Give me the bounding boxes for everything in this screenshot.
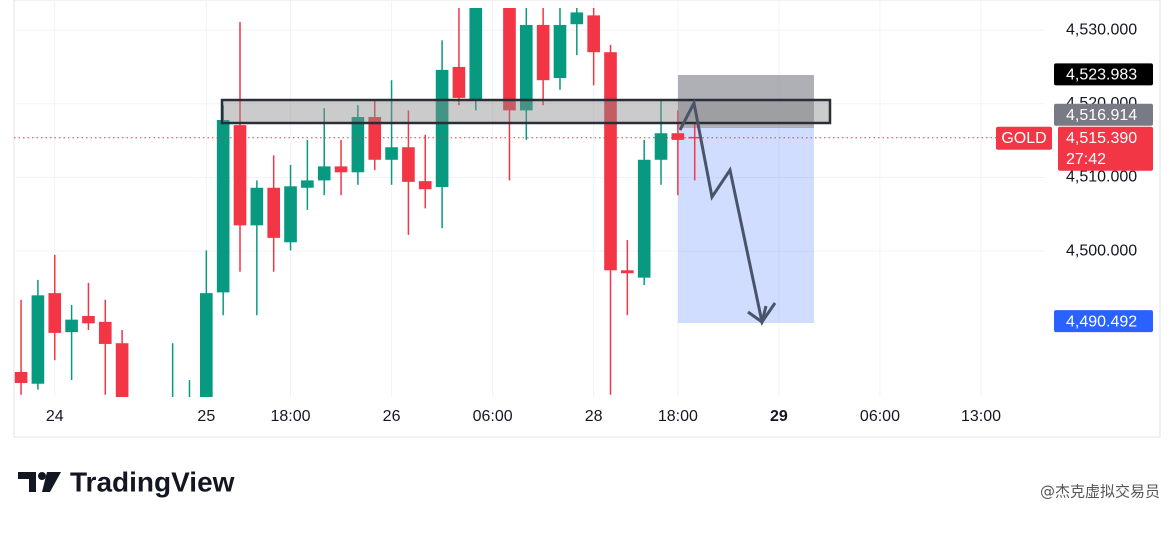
x-tick-label: 26 [383, 408, 401, 425]
position-stop-zone [678, 128, 814, 323]
candle-body [604, 52, 617, 271]
x-tick-label: 28 [585, 408, 603, 425]
symbol-label: GOLD [1001, 130, 1046, 147]
y-tick-label: 4,500.000 [1066, 242, 1137, 259]
candle-body [250, 187, 264, 226]
candle-body [284, 186, 297, 243]
x-tick-label: 29 [770, 408, 788, 425]
candle-body [31, 295, 45, 384]
axes: 24 25 18:00 26 06:00 28 18:00 29 06:00 13:00 4,500… [14, 21, 1153, 425]
candle-body [503, 8, 516, 111]
x-tick-label: 24 [46, 408, 64, 425]
price-label-box [1054, 310, 1153, 333]
drawings [678, 75, 814, 323]
last-price-label: 4,515.390 [1066, 130, 1137, 147]
arrow-head [747, 305, 768, 325]
price-label: 4,516.914 [1066, 107, 1137, 124]
candle-body [301, 180, 314, 188]
logo-mark [18, 472, 36, 492]
candle-body [385, 147, 398, 160]
x-tick-label: 06:00 [473, 408, 513, 425]
position-target-zone [678, 75, 814, 128]
candle-body [519, 24, 533, 111]
last-price-box [1058, 126, 1153, 171]
candle-body [452, 66, 466, 98]
x-tick-label: 18:00 [271, 408, 311, 425]
countdown: 27:42 [1066, 151, 1106, 168]
candle-body [14, 371, 28, 384]
candle-body [536, 24, 550, 81]
candle-body [267, 187, 281, 238]
candle-body [82, 315, 95, 324]
candle-body [469, 8, 483, 100]
candles [14, 8, 702, 397]
price-label: 4,490.492 [1066, 313, 1137, 330]
price-label-box [1054, 63, 1153, 86]
candle-body [637, 159, 651, 278]
candle-body [654, 133, 668, 160]
y-tick-label: 4,530.000 [1066, 21, 1137, 38]
candle-body [621, 270, 634, 274]
x-tick-label: 06:00 [860, 408, 900, 425]
candle-body [570, 12, 584, 25]
y-tick-label: 4,510.000 [1066, 169, 1137, 186]
candle-body [200, 293, 213, 397]
candle-body [402, 147, 415, 182]
candle-body [317, 166, 331, 181]
candle-body [334, 166, 348, 173]
chart-frame [13, 0, 1161, 438]
price-label: 4,523.983 [1066, 67, 1137, 84]
candle-body [98, 321, 112, 344]
x-tick-label: 25 [197, 408, 215, 425]
candle-body [233, 125, 247, 226]
price-label-box [1054, 103, 1153, 126]
candle-body [115, 343, 129, 397]
symbol-box [996, 126, 1052, 150]
x-tick-label: 18:00 [658, 408, 698, 425]
candle-body [351, 117, 365, 173]
candle-body [553, 24, 567, 78]
watermark: @杰克虚拟交易员 [1040, 483, 1160, 501]
resistance-box [220, 98, 832, 125]
logo-mark [42, 472, 61, 492]
candle-body [65, 319, 78, 333]
x-tick-label: 13:00 [961, 408, 1001, 425]
candle-body [435, 69, 449, 188]
drawings [220, 98, 832, 326]
candle-body [48, 293, 62, 333]
brand-name: TradingView [70, 466, 235, 497]
candle-body [216, 119, 230, 293]
candle-body [587, 15, 600, 53]
candle-body [418, 181, 432, 190]
candle-body [368, 117, 382, 160]
candle-body [671, 133, 685, 140]
brand-logo: TradingView [18, 466, 235, 497]
logo-mark [38, 472, 46, 480]
